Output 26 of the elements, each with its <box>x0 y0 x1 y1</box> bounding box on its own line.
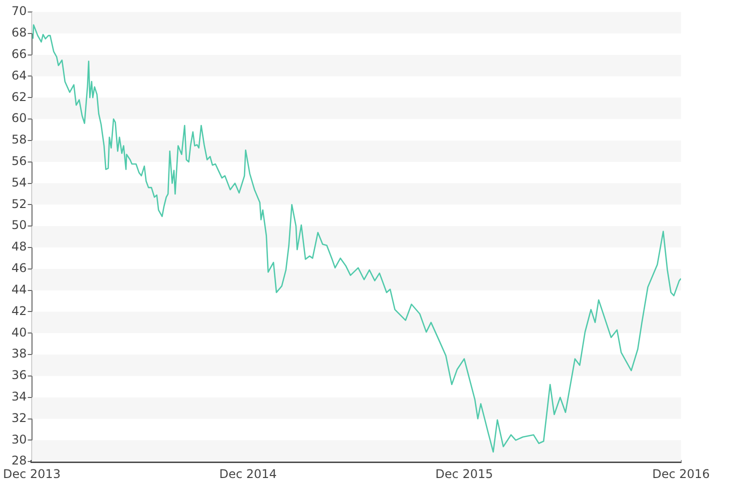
y-tick-label: 68 <box>12 26 27 40</box>
y-tick-label: 52 <box>12 196 27 211</box>
y-tick-label: 70 <box>12 4 27 18</box>
y-tick-label: 46 <box>12 261 27 276</box>
y-tick-label: 32 <box>12 410 27 425</box>
y-tick-label: 62 <box>12 90 27 104</box>
y-tick-label: 54 <box>12 175 27 190</box>
y-tick-label: 34 <box>12 389 27 404</box>
y-tick-label: 58 <box>12 132 27 147</box>
x-tick-label: Dec 2014 <box>219 466 277 481</box>
y-tick-label: 60 <box>12 111 27 126</box>
x-tick-label: Dec 2016 <box>652 466 710 481</box>
y-tick-label: 64 <box>12 68 27 82</box>
y-tick-label: 30 <box>12 432 27 446</box>
y-tick-label: 42 <box>12 304 27 318</box>
x-tick-label: Dec 2015 <box>435 466 493 481</box>
y-tick-label: 38 <box>12 346 27 361</box>
y-tick-label: 56 <box>12 154 27 168</box>
y-tick-label: 28 <box>12 454 27 468</box>
y-tick-label: 40 <box>12 325 27 340</box>
y-tick-label: 48 <box>12 240 27 254</box>
y-tick-label: 36 <box>12 368 27 382</box>
y-tick-label: 44 <box>12 282 27 296</box>
y-tick-label: 50 <box>12 218 27 232</box>
y-tick-label: 66 <box>12 46 27 61</box>
x-tick-label: Dec 2013 <box>3 466 61 481</box>
